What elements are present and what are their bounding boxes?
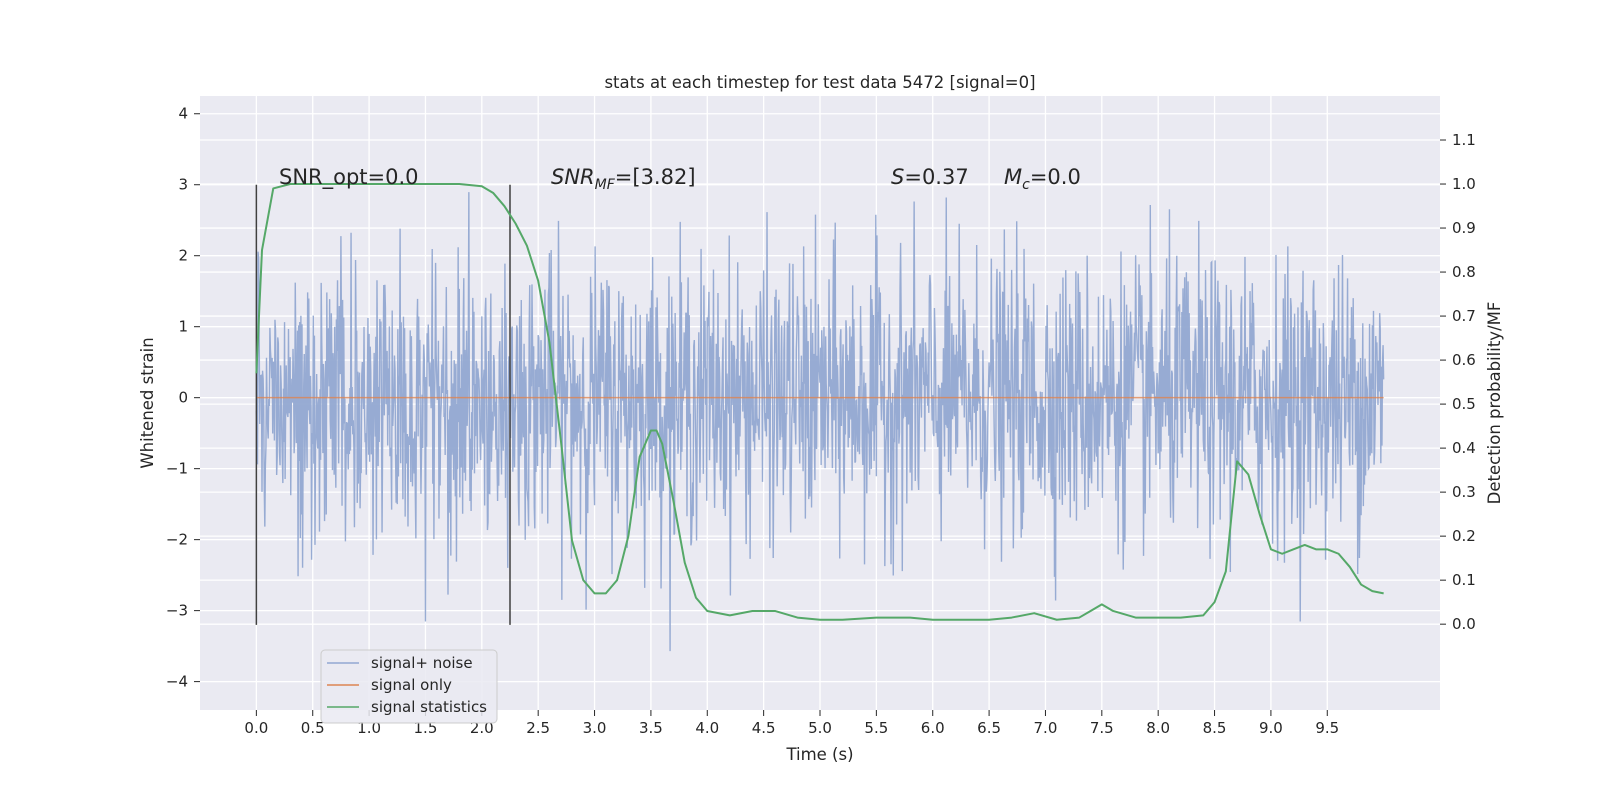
x-axis-label: Time (s)	[785, 745, 853, 764]
annotation-snr-opt: SNR_opt=0.0	[279, 165, 419, 190]
y-axis-label: Whitened strain	[138, 337, 157, 468]
x-tick-label: 8.5	[1203, 719, 1227, 737]
x-tick-label: 0.0	[244, 719, 268, 737]
y2-tick-label: 0.9	[1452, 219, 1476, 237]
signal-statistics-line	[255, 183, 1384, 621]
y-tick-label: −3	[166, 602, 188, 620]
y-tick-label: 1	[178, 318, 188, 336]
y2-tick-label: 0.6	[1452, 351, 1476, 369]
y2-tick-label: 0.8	[1452, 263, 1476, 281]
y2-tick-label: 0.4	[1452, 439, 1476, 457]
annotation-snr-mf: SNRMF=[3.82]	[551, 165, 696, 193]
x-tick-label: 7.5	[1090, 719, 1114, 737]
chart-title: stats at each timestep for test data 547…	[604, 73, 1035, 92]
y-tick-label: 3	[178, 176, 188, 194]
x-tick-label: 4.0	[695, 719, 719, 737]
y2-tick-label: 1.1	[1452, 131, 1476, 149]
x-tick-label: 7.0	[1034, 719, 1058, 737]
y-tick-label: 0	[178, 389, 188, 407]
signal-noise-series	[255, 192, 1385, 652]
x-tick-label: 6.0	[921, 719, 945, 737]
y2-tick-label: 0.2	[1452, 527, 1476, 545]
legend-label-signal-noise: signal+ noise	[371, 654, 473, 672]
y2-tick-label: 0.1	[1452, 571, 1476, 589]
signal-noise-line	[255, 192, 1385, 652]
y2-tick-label: 0.5	[1452, 395, 1476, 413]
x-tick-label: 5.5	[864, 719, 888, 737]
legend: signal+ noise signal only signal statist…	[320, 649, 498, 724]
legend-label-signal-only: signal only	[371, 676, 452, 694]
y-axis-label-right: Detection probability/MF	[1485, 302, 1504, 505]
x-tick-label: 3.0	[583, 719, 607, 737]
x-tick-label: 8.0	[1146, 719, 1170, 737]
legend-label-signal-statistics: signal statistics	[371, 698, 487, 716]
x-tick-label: 2.5	[526, 719, 550, 737]
x-tick-label: 6.5	[977, 719, 1001, 737]
legend-box	[320, 649, 498, 724]
annotation-s: S=0.37	[891, 165, 969, 189]
x-tick-label: 0.5	[301, 719, 325, 737]
y-tick-label: −1	[166, 460, 188, 478]
vertical-markers	[255, 184, 511, 625]
y-ticks-left: 4 3 2 1 0 −1 −2 −3 −4	[166, 105, 200, 691]
x-tick-label: 9.5	[1315, 719, 1339, 737]
x-tick-label: 5.0	[808, 719, 832, 737]
y-tick-label: 4	[178, 105, 188, 123]
y2-tick-label: 0.7	[1452, 307, 1476, 325]
y2-tick-label: 1.0	[1452, 175, 1476, 193]
annotation-mc: Mc=0.0	[1004, 165, 1081, 193]
x-tick-label: 3.5	[639, 719, 663, 737]
y2-tick-label: 0.0	[1452, 615, 1476, 633]
y-ticks-right: 1.1 1.0 0.9 0.8 0.7 0.6 0.5 0.4 0.3 0.2 0.1 0.0	[1440, 131, 1476, 633]
x-tick-label: 9.0	[1259, 719, 1283, 737]
y-tick-label: 2	[178, 247, 188, 265]
signal-statistics-series	[255, 183, 1384, 621]
y-tick-label: −2	[166, 531, 188, 549]
y-tick-label: −4	[166, 673, 188, 691]
y2-tick-label: 0.3	[1452, 483, 1476, 501]
x-tick-label: 4.5	[752, 719, 776, 737]
